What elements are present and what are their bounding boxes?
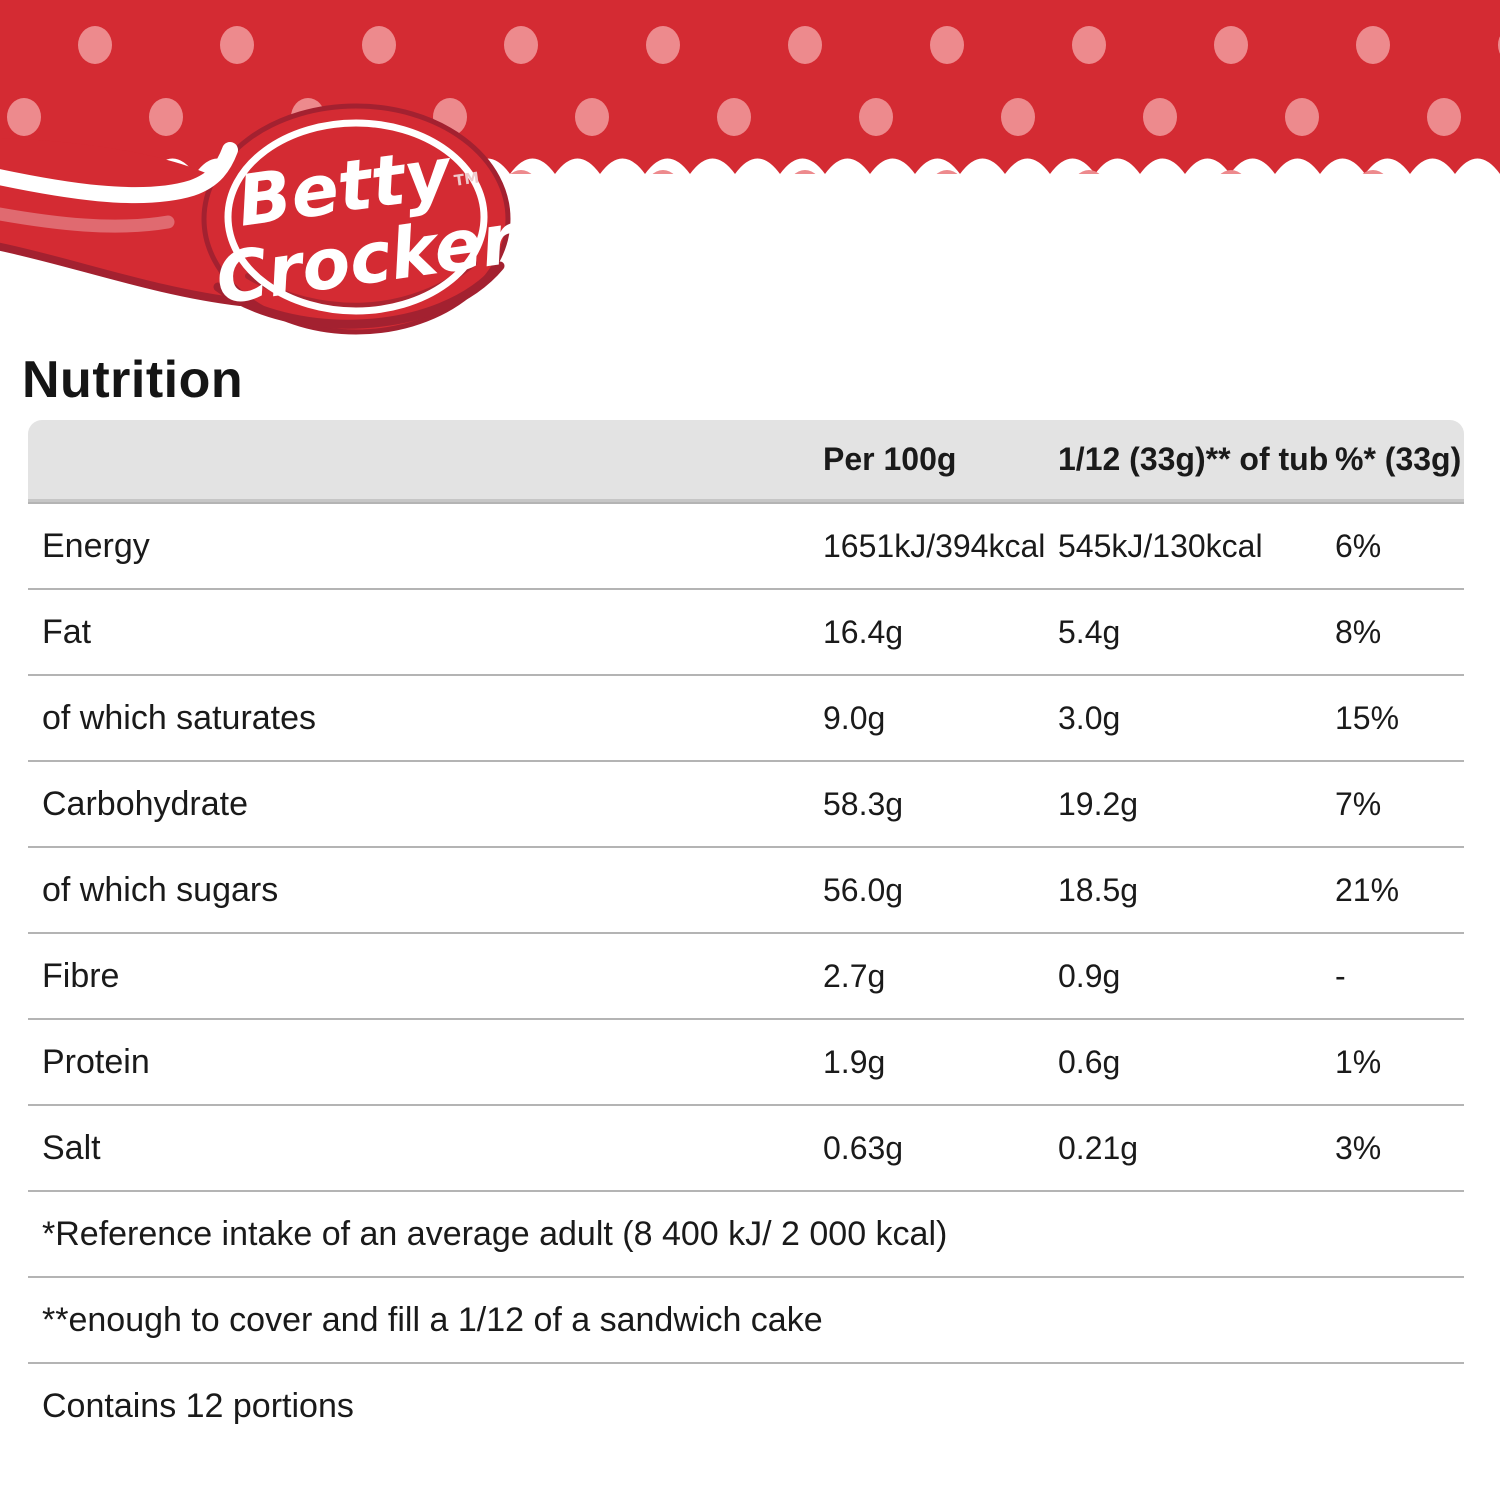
value-per-portion: 5.4g (1058, 613, 1121, 650)
row-label: Fat (42, 612, 92, 651)
row-label: Salt (42, 1128, 101, 1167)
footnote-portion-size: **enough to cover and fill a 1/12 of a s… (28, 1276, 1464, 1362)
spoon-bowl-bottom-edge (213, 261, 505, 329)
handle-pink-stripe (0, 207, 175, 233)
footnote-reference-intake: *Reference intake of an average adult (8… (28, 1190, 1464, 1276)
row-label: Protein (42, 1042, 150, 1081)
value-per-100g: 56.0g (823, 871, 904, 908)
value-per-portion: 18.5g (1058, 871, 1139, 908)
table-row-sugars: of which sugars 56.0g 18.5g 21% (28, 846, 1464, 932)
table-row-saturates: of which saturates 9.0g 3.0g 15% (28, 674, 1464, 760)
value-per-100g: 2.7g (823, 957, 886, 994)
table-row-salt: Salt 0.63g 0.21g 3% (28, 1104, 1464, 1190)
trademark-symbol: TM (453, 168, 480, 189)
table-row-protein: Protein 1.9g 0.6g 1% (28, 1018, 1464, 1104)
row-label: of which sugars (42, 870, 279, 909)
betty-crocker-spoon-logo: Betty Crocker TM (0, 103, 526, 335)
table-row-fat: Fat 16.4g 5.4g 8% (28, 588, 1464, 674)
value-ri-percent: 21% (1335, 871, 1400, 908)
value-per-portion: 19.2g (1058, 785, 1139, 822)
banner-graphic: Betty Crocker TM (0, 0, 1500, 335)
value-ri-percent: 3% (1335, 1129, 1382, 1166)
row-label: of which saturates (42, 698, 317, 737)
footnote-portions-count: Contains 12 portions (28, 1362, 1464, 1448)
table-header-row: Per 100g 1/12 (33g)** of tub %* (33g) (28, 420, 1464, 502)
value-per-100g: 0.63g (823, 1129, 904, 1166)
table-row-energy: Energy 1651kJ/394kcal 545kJ/130kcal 6% (28, 502, 1464, 588)
value-per-100g: 1651kJ/394kcal (823, 527, 1046, 564)
value-per-portion: 3.0g (1058, 699, 1121, 736)
table-row-carbohydrate: Carbohydrate 58.3g 19.2g 7% (28, 760, 1464, 846)
header-per-100g: Per 100g (823, 441, 957, 477)
value-ri-percent: - (1335, 957, 1346, 994)
spoon-handle-shadow (0, 242, 244, 306)
value-ri-percent: 15% (1335, 699, 1400, 736)
header-ri-percent: %* (33g) (1335, 441, 1462, 477)
value-ri-percent: 8% (1335, 613, 1382, 650)
row-label: Fibre (42, 956, 120, 995)
value-per-portion: 545kJ/130kcal (1058, 527, 1263, 564)
row-label: Energy (42, 526, 150, 565)
value-per-100g: 1.9g (823, 1043, 886, 1080)
header-per-portion: 1/12 (33g)** of tub (1058, 441, 1329, 477)
value-per-100g: 16.4g (823, 613, 904, 650)
value-per-100g: 9.0g (823, 699, 886, 736)
value-ri-percent: 1% (1335, 1043, 1382, 1080)
value-per-portion: 0.6g (1058, 1043, 1121, 1080)
handle-white-swoosh (0, 142, 238, 204)
value-per-100g: 58.3g (823, 785, 904, 822)
brand-banner: Betty Crocker TM (0, 0, 1500, 340)
value-ri-percent: 6% (1335, 527, 1382, 564)
value-per-portion: 0.21g (1058, 1129, 1139, 1166)
spoon-bowl (201, 103, 511, 335)
page-title: Nutrition (22, 351, 244, 409)
value-ri-percent: 7% (1335, 785, 1382, 822)
row-label: Carbohydrate (42, 784, 249, 823)
nutrition-table: Per 100g 1/12 (33g)** of tub %* (33g) En… (28, 420, 1464, 1448)
spoon-bowl-white-ring (224, 119, 488, 315)
table-row-fibre: Fibre 2.7g 0.9g - (28, 932, 1464, 1018)
value-per-portion: 0.9g (1058, 957, 1121, 994)
